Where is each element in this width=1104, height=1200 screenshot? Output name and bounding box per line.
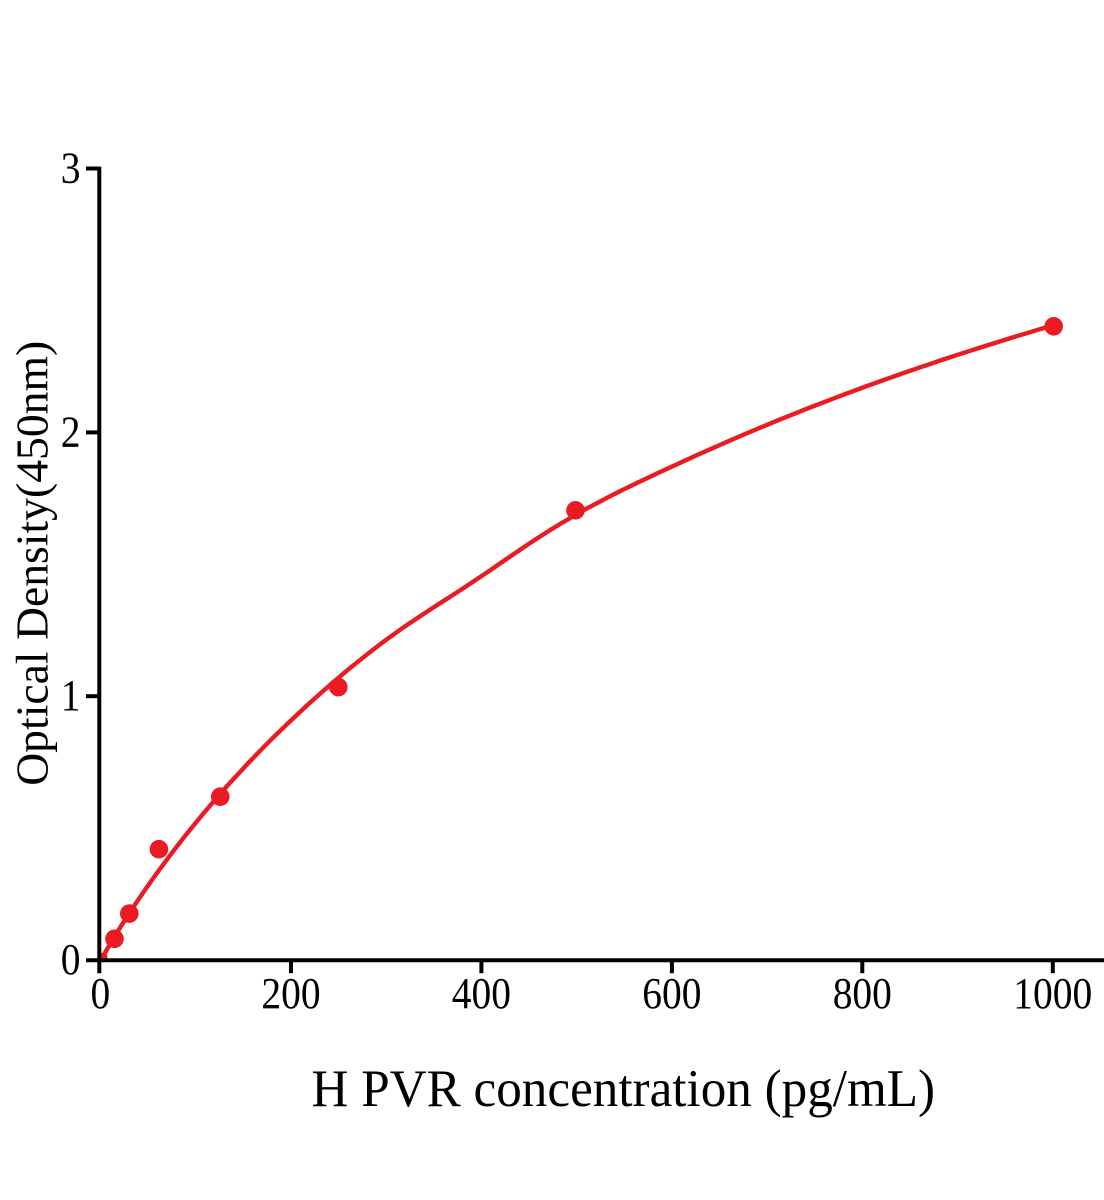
svg-text:Optical Density(450nm): Optical Density(450nm) — [7, 341, 58, 786]
svg-text:H PVR concentration (pg/mL): H PVR concentration (pg/mL) — [312, 1060, 936, 1118]
svg-text:600: 600 — [642, 968, 701, 1018]
svg-text:3: 3 — [61, 143, 81, 193]
svg-text:0: 0 — [91, 968, 111, 1018]
svg-text:1: 1 — [61, 670, 81, 720]
svg-text:2: 2 — [61, 406, 81, 456]
svg-text:200: 200 — [261, 968, 320, 1018]
svg-text:1000: 1000 — [1013, 968, 1092, 1018]
svg-text:0: 0 — [61, 934, 81, 984]
svg-text:800: 800 — [833, 968, 892, 1018]
svg-text:400: 400 — [452, 968, 511, 1018]
